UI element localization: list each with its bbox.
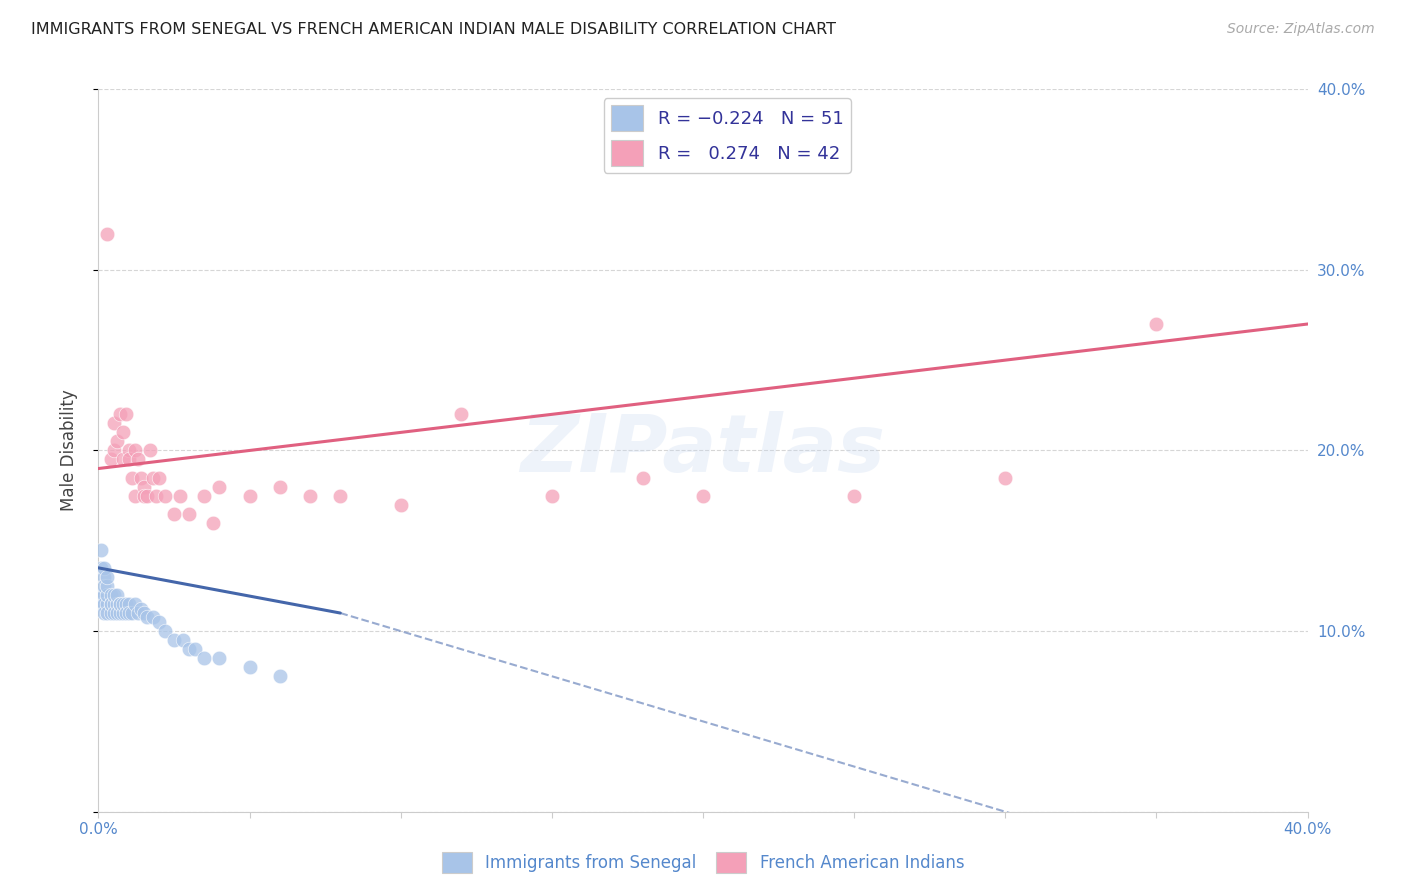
Point [142, 470, 165, 484]
Point [111, 452, 134, 467]
Point [239, 489, 262, 503]
Point [124, 489, 146, 503]
Point [389, 498, 412, 512]
Point [105, 588, 128, 602]
Point [202, 516, 225, 530]
Point [105, 434, 128, 449]
Point [269, 669, 291, 683]
Point [124, 443, 146, 458]
Point [118, 597, 141, 611]
Point [90, 561, 112, 575]
Point [169, 489, 191, 503]
Point [93, 579, 115, 593]
Point [148, 615, 170, 629]
Point [105, 597, 128, 611]
Point [132, 480, 155, 494]
Point [193, 651, 215, 665]
Legend: Immigrants from Senegal, French American Indians: Immigrants from Senegal, French American… [434, 846, 972, 880]
Point [179, 507, 201, 521]
Point [163, 507, 186, 521]
Point [208, 651, 231, 665]
Point [96, 597, 118, 611]
Point [103, 417, 125, 431]
Point [844, 489, 866, 503]
Point [129, 470, 152, 484]
Point [994, 470, 1017, 484]
Point [132, 606, 155, 620]
Point [121, 606, 143, 620]
Text: ZIPatlas: ZIPatlas [520, 411, 886, 490]
Point [135, 609, 157, 624]
Point [540, 489, 562, 503]
Point [299, 489, 322, 503]
Point [184, 642, 207, 657]
Point [111, 606, 134, 620]
Point [103, 606, 125, 620]
Point [100, 597, 122, 611]
Point [172, 633, 194, 648]
Point [93, 606, 115, 620]
Text: IMMIGRANTS FROM SENEGAL VS FRENCH AMERICAN INDIAN MALE DISABILITY CORRELATION CH: IMMIGRANTS FROM SENEGAL VS FRENCH AMERIC… [31, 22, 837, 37]
Point [108, 597, 131, 611]
Point [103, 597, 125, 611]
Point [193, 489, 215, 503]
Point [145, 489, 167, 503]
Point [108, 407, 131, 422]
Point [90, 542, 112, 557]
Point [239, 660, 262, 674]
Point [132, 489, 155, 503]
Point [96, 570, 118, 584]
Point [105, 606, 128, 620]
Point [93, 597, 115, 611]
Point [127, 452, 149, 467]
Point [111, 425, 134, 440]
Point [90, 597, 112, 611]
Point [121, 470, 143, 484]
Point [124, 597, 146, 611]
Point [153, 624, 176, 639]
Point [148, 470, 170, 484]
Point [631, 470, 654, 484]
Point [93, 588, 115, 602]
Point [153, 489, 176, 503]
Text: Source: ZipAtlas.com: Source: ZipAtlas.com [1227, 22, 1375, 37]
Point [93, 561, 115, 575]
Point [135, 489, 157, 503]
Point [114, 597, 136, 611]
Point [108, 597, 131, 611]
Point [139, 443, 162, 458]
Point [96, 606, 118, 620]
Point [93, 570, 115, 584]
Point [100, 597, 122, 611]
Point [111, 597, 134, 611]
Point [103, 588, 125, 602]
Point [114, 407, 136, 422]
Point [100, 606, 122, 620]
Point [127, 606, 149, 620]
Point [96, 579, 118, 593]
Point [329, 489, 352, 503]
Point [90, 588, 112, 602]
Point [179, 642, 201, 657]
Point [1144, 317, 1167, 331]
Legend: R = −0.224   N = 51, R =   0.274   N = 42: R = −0.224 N = 51, R = 0.274 N = 42 [603, 98, 851, 173]
Point [114, 606, 136, 620]
Point [96, 588, 118, 602]
Point [118, 606, 141, 620]
Point [208, 480, 231, 494]
Point [100, 452, 122, 467]
Point [118, 452, 141, 467]
Point [100, 588, 122, 602]
Point [269, 480, 291, 494]
Point [129, 602, 152, 616]
Point [108, 606, 131, 620]
Point [96, 227, 118, 241]
Point [103, 443, 125, 458]
Point [118, 443, 141, 458]
Point [450, 407, 472, 422]
Y-axis label: Male Disability: Male Disability [59, 390, 77, 511]
Point [163, 633, 186, 648]
Point [692, 489, 714, 503]
Point [142, 609, 165, 624]
